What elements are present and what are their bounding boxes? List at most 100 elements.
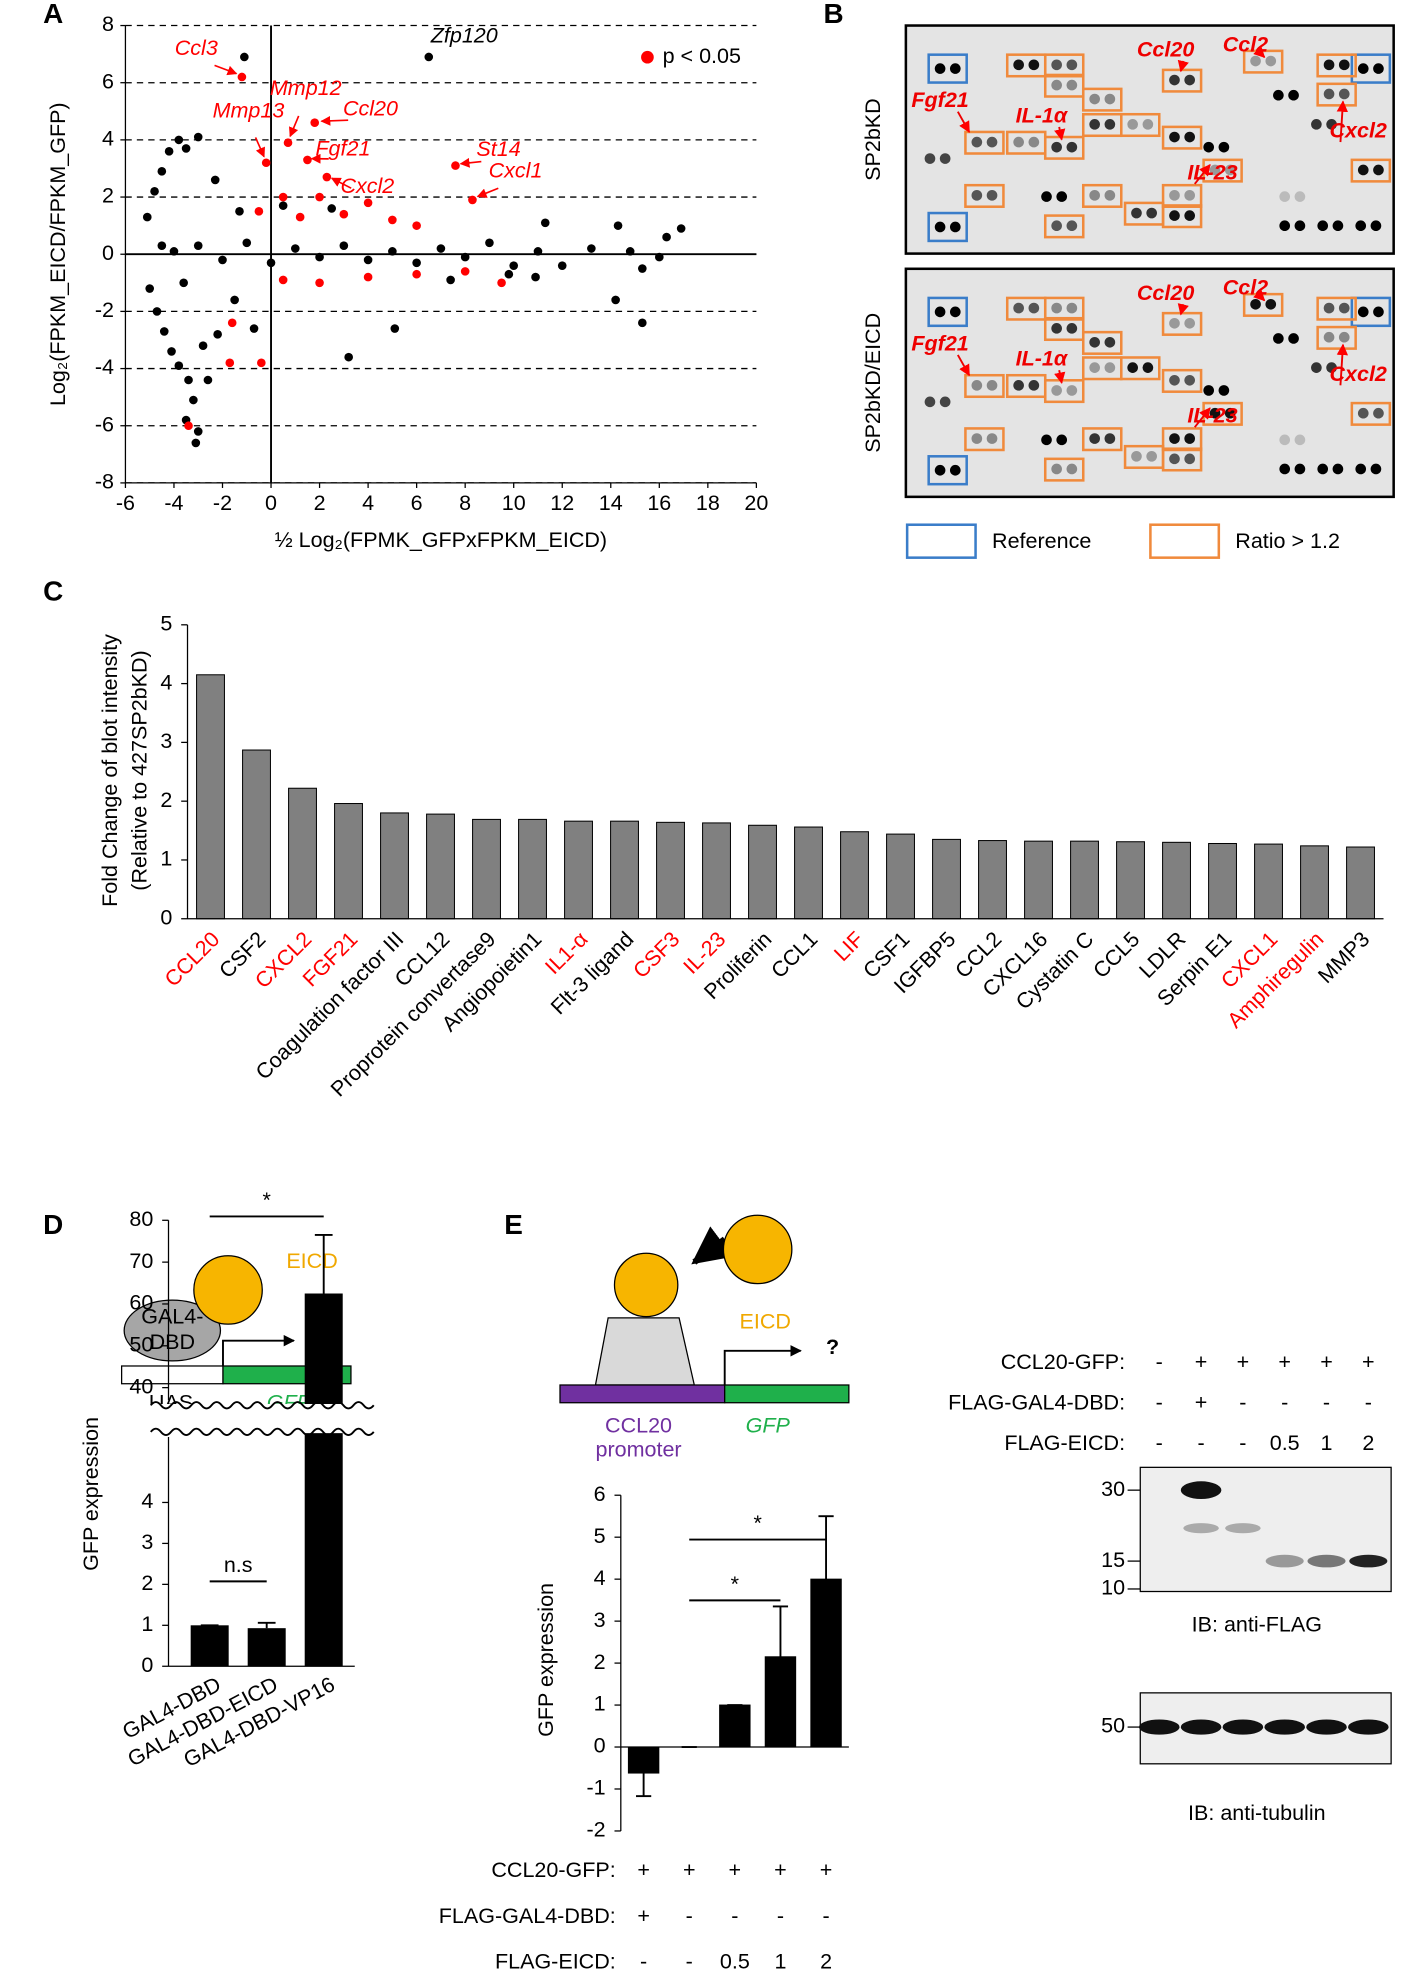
point — [485, 238, 494, 248]
array-spot — [1066, 220, 1078, 232]
point — [412, 269, 421, 279]
array-spot — [1127, 362, 1138, 373]
point — [339, 209, 349, 219]
point — [611, 295, 620, 305]
binding-arrow — [691, 1226, 734, 1265]
array-spot — [1338, 59, 1350, 71]
reference-box — [1350, 53, 1392, 84]
point — [497, 278, 506, 288]
ratio-box — [964, 130, 1005, 155]
significance-label: n.s — [224, 1553, 253, 1577]
point — [225, 358, 235, 368]
marker-label: 15 — [1101, 1548, 1125, 1572]
array-spot — [971, 380, 983, 391]
array-spot — [1338, 88, 1350, 100]
point — [193, 427, 203, 436]
point — [174, 361, 184, 371]
y-tick-label: 2 — [594, 1650, 606, 1674]
point — [152, 307, 162, 316]
array-arrow — [1194, 407, 1211, 428]
blot-caption: IB: anti-FLAG — [1192, 1612, 1322, 1636]
reference-box — [927, 211, 968, 243]
point — [164, 147, 174, 156]
marker-label: 30 — [1101, 1477, 1125, 1501]
ratio-box — [964, 183, 1005, 208]
array-spot — [934, 306, 946, 318]
point — [451, 161, 460, 170]
condition-value: - — [731, 1904, 738, 1928]
point — [390, 324, 400, 333]
annotation-arrow — [254, 137, 265, 158]
array-spot — [1218, 141, 1230, 153]
bar — [1208, 842, 1237, 920]
point — [676, 224, 686, 233]
transcription-arrow — [723, 1345, 802, 1385]
array-spot — [986, 136, 998, 148]
array-spot — [1066, 59, 1078, 71]
array-spot — [1279, 191, 1291, 202]
ratio-box — [1161, 447, 1203, 472]
condition-value: + — [1362, 1350, 1375, 1374]
band — [1183, 1523, 1219, 1534]
x-tick-label: 6 — [411, 491, 423, 515]
condition-value: - — [1197, 1431, 1204, 1455]
condition-label: FLAG-EICD: — [1004, 1431, 1125, 1455]
point — [266, 258, 276, 268]
array-spot — [949, 63, 961, 74]
reference-box — [927, 455, 968, 486]
array-spot — [1184, 317, 1196, 329]
condition-value: - — [777, 1904, 784, 1928]
bar — [1346, 846, 1375, 920]
array-spot — [1056, 191, 1068, 202]
bar — [840, 831, 869, 920]
panel-letter: B — [824, 0, 844, 29]
ratio-box — [1161, 204, 1203, 229]
array-spot — [1089, 119, 1100, 130]
array-spot — [1146, 207, 1157, 219]
point — [388, 215, 397, 225]
bar — [380, 812, 409, 920]
point — [436, 244, 446, 253]
array-spot — [1294, 220, 1306, 232]
point — [638, 264, 647, 273]
bar — [932, 838, 961, 920]
legend-swatch — [1149, 523, 1221, 559]
ratio-box — [1081, 183, 1123, 208]
array-spot — [971, 136, 983, 148]
annotation-arrow — [289, 115, 300, 138]
array-label: Ccl2 — [1223, 32, 1268, 56]
x-tick-label: 10 — [502, 491, 526, 515]
band — [1307, 1554, 1346, 1568]
band — [1139, 1719, 1180, 1735]
condition-value: 2 — [1362, 1431, 1374, 1455]
question: ? — [826, 1335, 839, 1359]
array-spot — [1056, 434, 1068, 446]
y-tick-label: -2 — [586, 1818, 605, 1842]
array-spot — [1169, 453, 1180, 465]
array-spot — [939, 396, 951, 408]
array-spot — [971, 433, 983, 444]
ratio-box — [964, 427, 1005, 452]
array-spot — [1357, 164, 1369, 176]
blot-caption: IB: anti-tubulin — [1188, 1801, 1326, 1825]
point — [509, 261, 519, 270]
array-spot — [1184, 433, 1196, 444]
array-label: Fgf21 — [911, 88, 968, 112]
array-spot — [971, 189, 983, 201]
ratio-box — [1043, 73, 1085, 98]
array-spot — [1209, 164, 1221, 176]
point — [257, 358, 266, 368]
point — [261, 158, 271, 168]
point — [203, 375, 213, 385]
array-spot — [1355, 220, 1367, 232]
condition-value: - — [822, 1904, 829, 1928]
condition-value: + — [729, 1858, 742, 1882]
array-spot — [1104, 433, 1116, 444]
array-spot — [1373, 407, 1384, 419]
bar — [978, 840, 1007, 920]
annotation: Cxcl1 — [489, 159, 543, 183]
condition-value: + — [774, 1858, 787, 1882]
y-tick-label: 4 — [594, 1566, 606, 1590]
array-spot — [1028, 136, 1040, 148]
annotation-arrow — [320, 115, 349, 126]
